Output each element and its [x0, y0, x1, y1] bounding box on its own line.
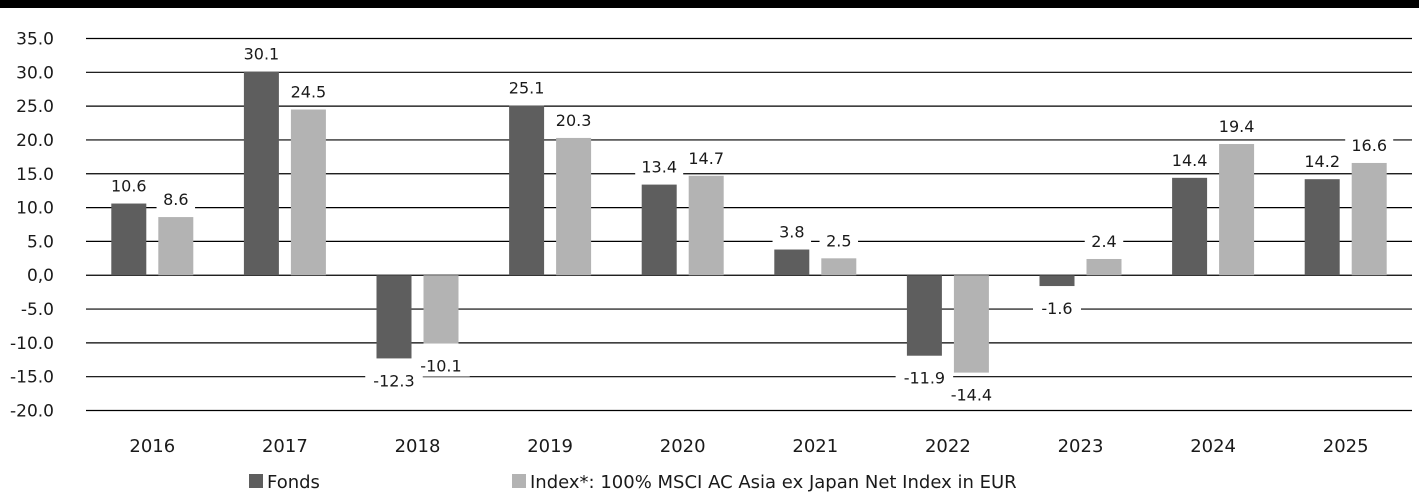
x-tick-label: 2023	[1058, 436, 1104, 457]
bar	[1219, 144, 1255, 276]
x-tick-label: 2025	[1323, 436, 1369, 457]
data-label: -14.4	[951, 386, 992, 405]
top-rule	[0, 0, 1419, 8]
bar	[774, 249, 810, 276]
y-tick-label: 20.0	[16, 131, 54, 151]
x-tick-label: 2020	[660, 436, 706, 457]
data-label-bg	[1165, 149, 1214, 171]
data-label: 24.5	[291, 83, 327, 102]
bar	[556, 137, 592, 276]
data-label: -10.1	[420, 357, 461, 376]
data-label-bg	[237, 43, 286, 65]
bar	[158, 217, 194, 276]
y-tick-label: -5.0	[21, 300, 54, 320]
data-label-bg	[942, 384, 1001, 406]
data-label-bg	[1345, 134, 1394, 156]
data-label-bg	[1212, 116, 1261, 138]
bar	[1304, 179, 1340, 276]
y-tick-label: 30.0	[16, 63, 54, 83]
data-label: 2.4	[1091, 232, 1116, 251]
bar	[1351, 162, 1387, 276]
data-label-bg	[412, 355, 470, 377]
data-label: -11.9	[904, 369, 945, 388]
data-label: 8.6	[163, 190, 188, 209]
bar	[1086, 258, 1122, 276]
x-axis: 2016 2017 2018 2019 2020 2021 2022 2023 2024 2025	[129, 436, 1368, 457]
data-label: 19.4	[1219, 117, 1255, 136]
x-tick-label: 2022	[925, 436, 971, 457]
data-label-bg	[365, 370, 423, 392]
bar	[688, 175, 724, 276]
bar	[290, 109, 326, 276]
data-label: -12.3	[373, 371, 414, 390]
x-tick-label: 2018	[395, 436, 441, 457]
data-label-bg	[772, 221, 812, 243]
y-tick-label: -20.0	[10, 402, 54, 422]
data-label: 14.2	[1304, 152, 1340, 171]
data-label: 14.7	[688, 149, 724, 168]
y-tick-label: 0,0	[27, 266, 54, 286]
data-label: 14.4	[1172, 151, 1208, 170]
x-tick-label: 2019	[527, 436, 573, 457]
legend-swatch	[249, 474, 263, 488]
bar	[1039, 275, 1075, 287]
data-label: 2.5	[826, 231, 851, 250]
bar	[509, 105, 545, 276]
legend-label: Fonds	[267, 472, 320, 493]
data-label-bg	[156, 189, 196, 211]
bar	[821, 258, 857, 276]
data-label: 16.6	[1351, 136, 1387, 155]
bar	[906, 275, 942, 356]
data-labels: 10.6 8.6 30.1 24.5 -12.3 -10.1 25.1 20.3 13.4 14.…	[104, 43, 1394, 406]
data-label-bg	[682, 147, 731, 169]
data-label: 30.1	[244, 45, 280, 64]
bar	[376, 275, 412, 359]
legend-swatch	[512, 474, 526, 488]
data-label: 3.8	[779, 223, 804, 242]
legend: Fonds Index*: 100% MSCI AC Asia ex Japan …	[249, 472, 1017, 493]
x-tick-label: 2017	[262, 436, 308, 457]
y-tick-label: 35.0	[16, 30, 54, 50]
legend-label: Index*: 100% MSCI AC Asia ex Japan Net I…	[530, 472, 1017, 493]
y-tick-label: 25.0	[16, 97, 54, 117]
data-label-bg	[104, 175, 153, 197]
data-label-bg	[819, 230, 859, 252]
bar	[1172, 177, 1208, 276]
data-label: -1.6	[1041, 299, 1072, 318]
x-tick-label: 2016	[129, 436, 175, 457]
data-label: 10.6	[111, 177, 147, 196]
data-label-bg	[549, 109, 598, 131]
y-axis: 35.0 30.0 25.0 20.0 15.0 10.0 5.0 0,0 -5.0 -10.0 -…	[10, 30, 54, 422]
y-tick-label: 5.0	[27, 232, 54, 252]
y-tick-label: -15.0	[10, 368, 54, 388]
bar	[641, 184, 677, 276]
bar	[111, 203, 147, 276]
y-tick-label: 15.0	[16, 165, 54, 185]
x-tick-label: 2021	[792, 436, 838, 457]
data-label-bg	[1033, 298, 1081, 320]
data-label-bg	[502, 77, 551, 99]
data-label: 25.1	[509, 78, 545, 97]
data-label-bg	[895, 367, 954, 389]
y-tick-label: -10.0	[10, 334, 54, 354]
data-label: 13.4	[641, 158, 677, 177]
y-tick-label: 10.0	[16, 199, 54, 219]
data-label-bg	[284, 81, 333, 103]
bars	[111, 71, 1387, 373]
bar	[243, 71, 279, 276]
bar	[423, 275, 459, 344]
data-label-bg	[1084, 230, 1124, 252]
data-label-bg	[1298, 151, 1347, 173]
data-label: 20.3	[556, 111, 592, 130]
x-tick-label: 2024	[1190, 436, 1236, 457]
bar	[953, 275, 989, 373]
data-label-bg	[635, 156, 684, 178]
